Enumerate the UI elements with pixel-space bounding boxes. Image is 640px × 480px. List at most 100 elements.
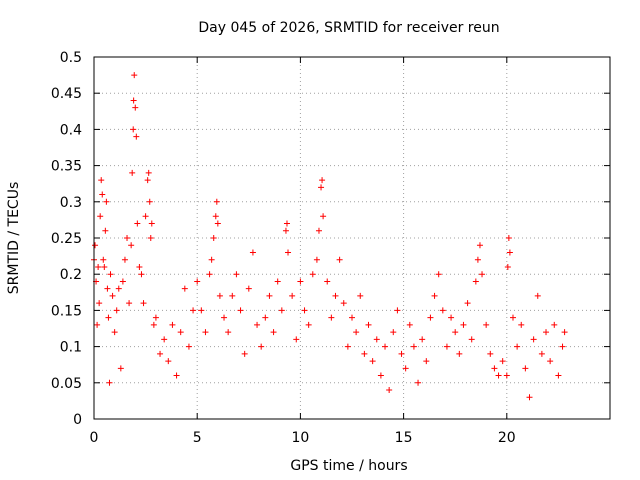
data-points: [91, 72, 568, 401]
data-point: [221, 314, 228, 321]
data-point: [365, 321, 372, 328]
x-tick-label: 15: [395, 430, 413, 446]
data-point: [208, 256, 215, 263]
data-point: [136, 263, 143, 270]
data-point: [361, 350, 368, 357]
data-point: [258, 343, 265, 350]
data-point: [320, 213, 327, 220]
y-tick-label: 0.1: [60, 340, 82, 356]
data-point: [140, 300, 147, 307]
data-point: [443, 343, 450, 350]
data-point: [106, 379, 113, 386]
data-point: [468, 336, 475, 343]
data-point: [313, 256, 320, 263]
data-point: [150, 321, 157, 328]
data-point: [214, 220, 221, 227]
data-point: [476, 242, 483, 249]
data-point: [131, 72, 138, 79]
data-point: [190, 307, 197, 314]
data-point: [100, 256, 107, 263]
data-point: [119, 278, 126, 285]
axis-ticks: 0 0.05 0.1 0.15 0.2 0.25 0.3 0.35 0.4 0.45 0.5 0 5 10…: [51, 50, 610, 446]
data-point: [538, 350, 545, 357]
y-tick-label: 0.3: [60, 195, 82, 211]
x-tick-label: 5: [193, 430, 202, 446]
data-point: [555, 372, 562, 379]
data-point: [474, 256, 481, 263]
data-point: [105, 314, 112, 321]
data-point: [464, 300, 471, 307]
data-point: [415, 379, 422, 386]
data-point: [349, 314, 355, 321]
data-point: [229, 292, 236, 299]
x-axis-label: GPS time / hours: [290, 458, 407, 474]
data-point: [483, 321, 490, 328]
data-point: [237, 307, 244, 314]
data-point: [305, 321, 312, 328]
data-point: [121, 256, 128, 263]
data-point: [547, 358, 554, 365]
data-point: [177, 329, 184, 336]
data-point: [386, 387, 393, 394]
data-point: [202, 329, 209, 336]
data-point: [505, 235, 512, 241]
data-point: [509, 314, 516, 321]
data-point: [319, 177, 326, 184]
data-point: [285, 249, 292, 256]
data-point: [148, 220, 155, 227]
data-point: [369, 358, 376, 365]
data-point: [185, 343, 192, 350]
data-point: [336, 256, 343, 263]
data-point: [353, 329, 360, 336]
data-point: [561, 329, 568, 336]
y-tick-label: 0.35: [51, 159, 82, 175]
data-point: [431, 292, 438, 299]
data-point: [165, 358, 172, 365]
data-point: [344, 343, 351, 350]
data-point: [249, 249, 256, 256]
data-point: [138, 271, 145, 278]
data-point: [216, 292, 223, 299]
data-point: [398, 350, 405, 357]
data-point: [210, 235, 217, 241]
y-tick-label: 0.05: [51, 376, 82, 392]
data-point: [402, 365, 409, 372]
data-point: [126, 300, 133, 307]
data-point: [551, 321, 558, 328]
chart-title: Day 045 of 2026, SRMTID for receiver reu…: [198, 20, 499, 36]
data-point: [233, 271, 240, 278]
data-point: [113, 307, 120, 314]
data-point: [559, 343, 566, 350]
y-axis-label: SRMTID / TECUs: [6, 182, 22, 295]
data-point: [530, 336, 537, 343]
data-point: [95, 263, 102, 270]
data-point: [181, 285, 188, 292]
data-point: [456, 350, 463, 357]
y-tick-label: 0.4: [60, 122, 82, 138]
data-point: [266, 292, 273, 299]
data-point: [169, 321, 176, 328]
data-point: [104, 285, 111, 292]
data-point: [212, 213, 219, 220]
data-point: [241, 350, 248, 357]
data-point: [115, 285, 122, 292]
y-tick-label: 0.2: [60, 267, 82, 283]
data-point: [518, 321, 525, 328]
data-point: [173, 372, 180, 379]
x-tick-label: 20: [498, 430, 516, 446]
data-point: [282, 227, 289, 234]
data-point: [340, 300, 347, 307]
data-point: [206, 271, 213, 278]
data-point: [101, 263, 108, 270]
data-point: [130, 97, 137, 104]
data-point: [394, 307, 401, 314]
data-point: [332, 292, 339, 299]
data-point: [423, 358, 430, 365]
grid-lines: [94, 57, 610, 419]
data-point: [318, 184, 325, 191]
data-point: [124, 235, 131, 241]
data-point: [452, 329, 459, 336]
data-point: [145, 169, 152, 176]
data-point: [377, 372, 384, 379]
